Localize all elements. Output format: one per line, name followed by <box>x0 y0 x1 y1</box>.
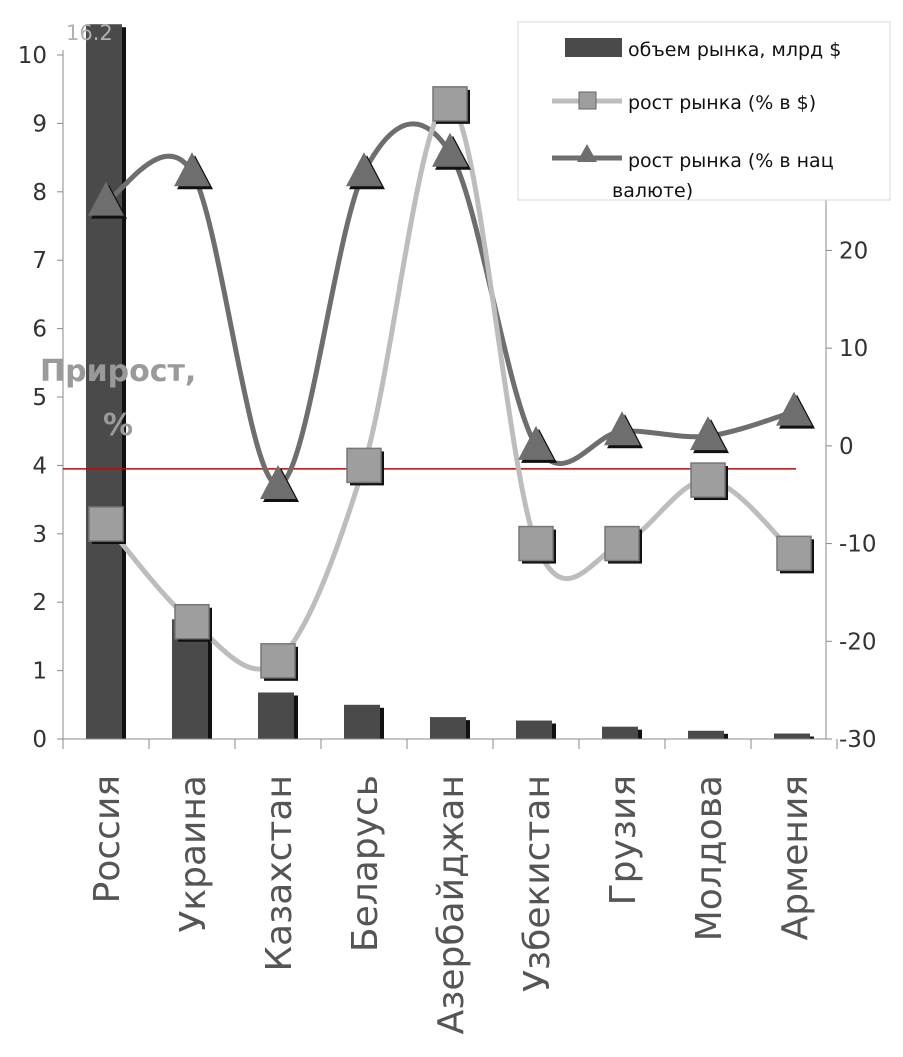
square-marker-2 <box>260 643 296 679</box>
category-label-8: Армения <box>775 775 816 940</box>
category-label-1: Украина <box>173 775 214 933</box>
category-label-0: Россия <box>87 775 128 903</box>
triangle-marker-7 <box>690 416 726 451</box>
y-right-tick-label: 0 <box>839 434 854 460</box>
legend-label-usd: рост рынка (% в $) <box>628 92 816 114</box>
bar-3 <box>344 704 380 739</box>
y-left-tick-label: 9 <box>32 111 47 137</box>
bar-8 <box>774 733 810 739</box>
triangle-marker-5 <box>518 425 554 460</box>
triangle-marker-8 <box>776 391 812 426</box>
y-right-tick-label: -20 <box>839 629 877 655</box>
growth-axis-label: Прирост, <box>40 354 196 389</box>
square-marker-0 <box>88 506 124 542</box>
y-right-tick-label: 10 <box>839 336 868 362</box>
y-left-tick-label: 10 <box>18 43 47 69</box>
legend: объем рынка, млрд $ рост рынка (% в $) р… <box>517 21 891 202</box>
bar-0 <box>86 24 122 740</box>
legend-marker-triangle <box>577 144 597 162</box>
labels-layer: 16.2 Прирост, % <box>40 21 196 443</box>
bar-2 <box>258 692 294 739</box>
y-left-tick-label: 5 <box>32 385 47 411</box>
triangle-marker-0 <box>88 181 124 216</box>
y-left-tick-label: 6 <box>32 317 47 343</box>
y-left-tick-label: 4 <box>32 453 47 479</box>
russia-value-annotation: 16.2 <box>66 21 113 45</box>
square-marker-4 <box>432 86 468 122</box>
category-label-5: Узбекистан <box>517 775 558 992</box>
y-right-tick-label: -30 <box>839 727 877 753</box>
category-label-6: Грузия <box>603 775 644 905</box>
legend-marker-square <box>578 91 597 110</box>
triangle-marker-4 <box>432 132 468 167</box>
axes-layer: 0 1 2 3 4 5 6 7 8 9 10 -30 -20 -10 0 10 20 Россия Украина К… <box>18 43 877 1034</box>
square-marker-6 <box>604 525 640 562</box>
lines-layer <box>63 86 815 681</box>
square-marker-3 <box>346 447 382 484</box>
square-marker-8 <box>776 535 812 572</box>
category-label-2: Казахстан <box>259 775 300 972</box>
y-right-tick-label: -10 <box>839 532 877 558</box>
square-marker-1 <box>174 603 210 640</box>
category-label-3: Беларусь <box>345 775 386 952</box>
y-right-tick-label: 20 <box>839 238 868 264</box>
y-left-tick-label: 8 <box>32 180 47 206</box>
category-label-4: Азербайджан <box>431 775 472 1034</box>
triangle-marker-1 <box>174 152 210 187</box>
triangle-marker-6 <box>604 411 640 446</box>
y-left-tick-label: 3 <box>32 522 47 548</box>
legend-label-national-line2: валюте) <box>612 180 693 202</box>
y-left-tick-label: 1 <box>32 659 47 685</box>
square-marker-7 <box>690 462 726 498</box>
y-left-tick-label: 2 <box>32 590 47 616</box>
growth-axis-unit: % <box>103 408 133 443</box>
legend-label-national: рост рынка (% в нац валюте) <box>612 150 834 202</box>
triangle-marker-3 <box>346 152 382 187</box>
bar-4 <box>430 717 466 739</box>
square-marker-5 <box>518 525 554 562</box>
legend-swatch-bar <box>565 38 622 57</box>
bar-5 <box>516 720 552 739</box>
bar-7 <box>688 730 724 739</box>
y-left-tick-label: 7 <box>32 248 47 274</box>
y-left-tick-label: 0 <box>32 727 47 753</box>
legend-label-national-line1: рост рынка (% в нац <box>628 150 834 172</box>
legend-label-volume: объем рынка, млрд $ <box>628 39 841 61</box>
triangle-marker-2 <box>260 464 296 499</box>
category-label-7: Молдова <box>689 775 730 941</box>
bar-6 <box>602 726 638 739</box>
